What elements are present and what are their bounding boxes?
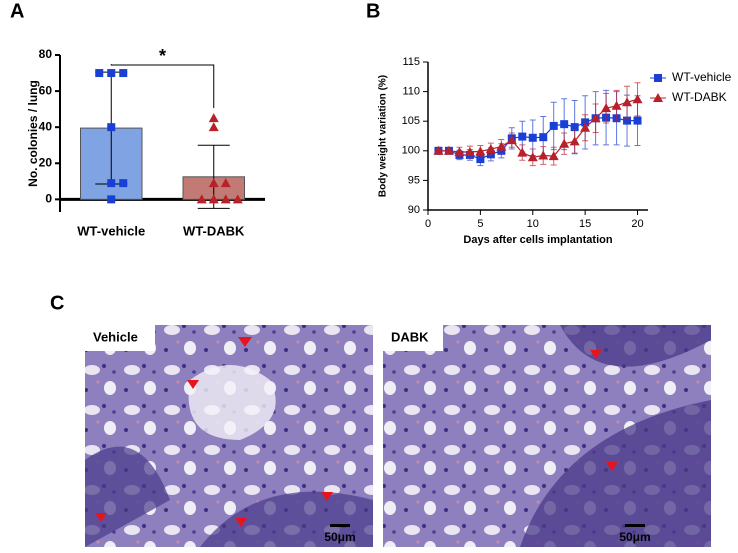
x-tick-label: WT-DABK (183, 223, 245, 238)
marker (464, 146, 475, 156)
x-tick-label: WT-vehicle (77, 223, 145, 238)
y-tick-label: 60 (39, 83, 53, 97)
marker (549, 121, 558, 130)
y-tick-label: 0 (45, 192, 52, 206)
panel-letter: A (10, 0, 24, 22)
marker (527, 152, 538, 162)
marker (196, 194, 207, 204)
y-tick-label: 105 (402, 115, 420, 127)
marker (559, 138, 570, 148)
marker (443, 145, 454, 155)
scale-label: 50μm (619, 530, 650, 544)
marker (208, 122, 219, 132)
legend-marker (654, 74, 662, 82)
marker (518, 132, 527, 141)
significance-bracket (110, 64, 215, 109)
legend-label: WT-DABK (672, 90, 727, 104)
marker (220, 178, 231, 188)
marker (95, 69, 104, 78)
y-tick-label: 90 (408, 204, 420, 216)
marker (496, 141, 507, 151)
marker (590, 113, 601, 123)
marker (232, 194, 243, 204)
x-tick-label: 20 (631, 218, 643, 230)
legend-marker (653, 93, 663, 102)
marker (632, 94, 643, 104)
marker (107, 123, 116, 132)
scale-label: 50μm (324, 530, 355, 544)
micrograph (85, 325, 373, 547)
annotation: * (159, 46, 166, 66)
marker (107, 195, 116, 204)
image-label: Vehicle (93, 329, 138, 344)
marker (548, 151, 559, 161)
marker (601, 103, 612, 113)
marker (539, 133, 548, 142)
panel-letter: C (50, 292, 64, 314)
axes (427, 62, 648, 211)
marker (476, 155, 485, 164)
marker (475, 146, 486, 156)
marker (119, 69, 128, 78)
y-axis-title: Body weight variation (%) (378, 75, 389, 197)
marker (528, 133, 537, 142)
marker (570, 123, 579, 132)
marker (485, 144, 496, 154)
marker (560, 120, 569, 129)
x-tick-label: 15 (579, 218, 591, 230)
x-tick-label: 5 (477, 218, 483, 230)
marker (623, 116, 632, 125)
y-tick-label: 95 (408, 174, 420, 186)
marker (506, 135, 517, 145)
marker (538, 150, 549, 160)
y-tick-label: 20 (39, 155, 53, 169)
marker (569, 136, 580, 146)
marker (611, 100, 622, 110)
marker (517, 147, 528, 157)
y-tick-label: 115 (402, 56, 420, 68)
marker (208, 113, 219, 123)
y-tick-label: 40 (39, 119, 53, 133)
y-tick-label: 110 (402, 86, 420, 98)
marker (633, 116, 642, 125)
image-label: DABK (391, 329, 429, 344)
y-tick-label: 100 (402, 145, 420, 157)
x-tick-label: 10 (527, 218, 539, 230)
marker (107, 179, 116, 188)
marker (454, 146, 465, 156)
y-tick-label: 80 (39, 47, 53, 61)
marker (622, 97, 633, 107)
marker (119, 179, 128, 188)
y-axis-title: No. colonies / lung (26, 80, 40, 187)
marker (107, 69, 116, 78)
panel-letter: B (366, 0, 380, 22)
marker (208, 194, 219, 204)
x-axis-title: Days after cells implantation (463, 234, 612, 246)
marker (208, 178, 219, 188)
micrograph (383, 325, 711, 547)
x-tick-label: 0 (425, 218, 431, 230)
marker (580, 122, 591, 132)
marker (220, 194, 231, 204)
marker (433, 145, 444, 155)
legend-label: WT-vehicle (672, 70, 732, 84)
